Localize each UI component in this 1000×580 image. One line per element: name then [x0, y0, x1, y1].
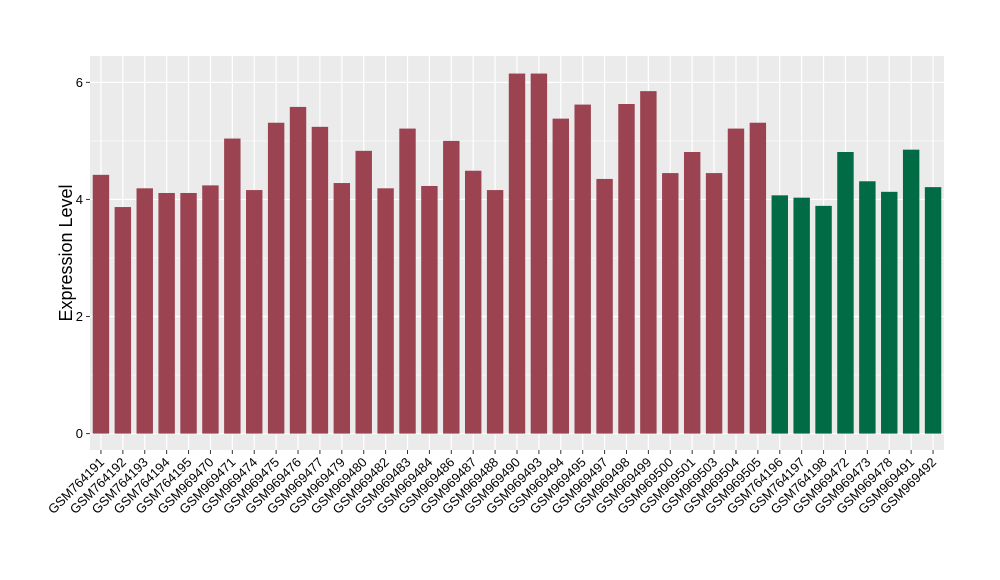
bar-GSM969504: [727, 128, 745, 434]
bar-GSM969477: [311, 126, 329, 434]
bar-GSM969494: [552, 118, 569, 434]
x-axis: GSM764191GSM764192GSM764193GSM764194GSM7…: [45, 450, 939, 517]
bar-GSM969497: [596, 178, 613, 434]
bar-GSM969479: [333, 183, 351, 434]
bar-GSM969488: [486, 190, 504, 434]
bar-GSM969473: [859, 181, 876, 434]
bars: [92, 73, 942, 434]
bar-GSM969475: [267, 122, 285, 434]
bar-GSM969495: [574, 104, 591, 434]
bar-GSM969482: [377, 188, 394, 434]
y-tick-label: 4: [76, 192, 83, 207]
bar-GSM969480: [355, 150, 372, 434]
bar-GSM969472: [837, 152, 854, 434]
y-axis-title: Expression Level: [56, 184, 76, 321]
bar-GSM969478: [881, 191, 898, 434]
bar-GSM969500: [662, 173, 679, 434]
bar-GSM969470: [202, 185, 219, 434]
bar-GSM969476: [289, 106, 307, 434]
bar-GSM969498: [618, 104, 635, 434]
y-tick-label: 2: [76, 309, 83, 324]
bar-GSM764192: [114, 207, 132, 434]
bar-GSM764197: [793, 197, 810, 434]
bar-GSM764196: [771, 195, 788, 434]
bar-GSM969491: [902, 149, 920, 434]
bar-GSM969474: [246, 190, 263, 434]
y-tick-label: 0: [76, 426, 83, 441]
bar-GSM764191: [92, 174, 110, 434]
bar-GSM969499: [640, 91, 657, 434]
bar-GSM764195: [180, 192, 197, 434]
bar-GSM969501: [683, 152, 701, 434]
y-tick-label: 6: [76, 75, 83, 90]
bar-GSM969483: [399, 128, 416, 434]
bar-GSM969487: [464, 170, 482, 434]
bar-GSM969492: [924, 187, 942, 434]
bar-GSM764194: [158, 192, 175, 434]
bar-GSM969503: [705, 173, 723, 434]
bar-GSM969493: [530, 73, 548, 434]
bar-GSM969486: [443, 140, 460, 434]
bar-GSM764193: [136, 188, 153, 434]
bar-GSM969471: [224, 138, 241, 434]
y-axis: 0 2 4 6: [76, 75, 90, 441]
bar-GSM764198: [815, 205, 832, 434]
bar-GSM969484: [421, 185, 438, 434]
bar-GSM969505: [749, 122, 767, 434]
bar-GSM969490: [508, 73, 526, 434]
